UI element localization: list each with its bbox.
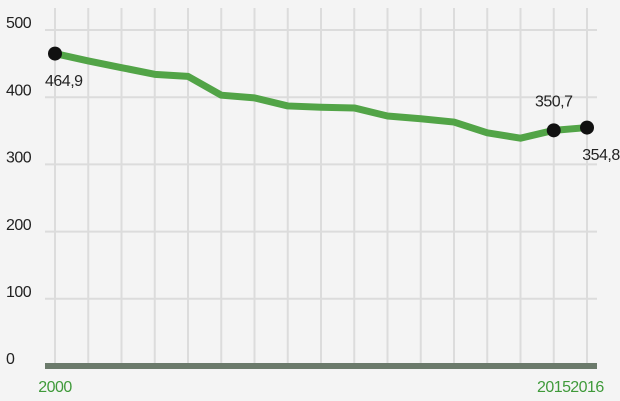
y-tick-label: 500: [6, 15, 32, 32]
data-label: 464,9: [45, 73, 83, 90]
data-point: [546, 123, 561, 138]
y-tick-label: 100: [6, 284, 32, 301]
data-point: [580, 120, 594, 135]
y-tick-label: 0: [6, 351, 15, 368]
x-tick-label: 2016: [570, 379, 604, 396]
y-tick-label: 300: [6, 150, 32, 167]
y-tick-label: 400: [6, 82, 32, 99]
y-tick-label: 200: [6, 217, 32, 234]
data-label: 350,7: [535, 94, 573, 111]
data-point: [48, 46, 62, 61]
data-label: 354,8: [582, 147, 620, 164]
x-tick-label: 2000: [38, 379, 72, 396]
data-line: [54, 50, 588, 142]
x-tick-label: 2015: [537, 379, 571, 396]
